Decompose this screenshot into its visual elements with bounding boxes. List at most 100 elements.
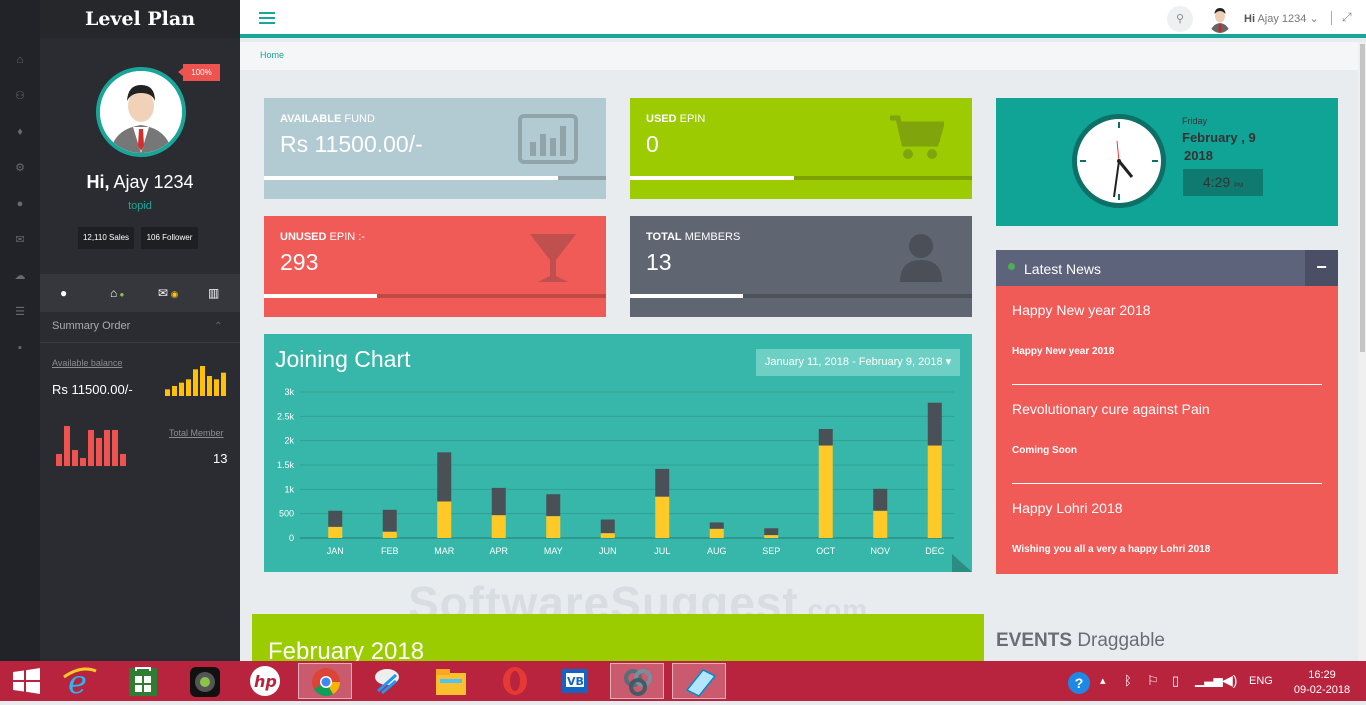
- available-balance-label: Available balance: [52, 358, 123, 368]
- x-tick-label: OCT: [816, 546, 836, 556]
- list-icon[interactable]: ☰: [15, 306, 25, 318]
- map-marker-icon[interactable]: ●: [16, 198, 24, 210]
- clock-day: Friday: [1182, 116, 1208, 126]
- home-tab-icon[interactable]: ⌂ ●: [110, 286, 125, 300]
- digital-time: 4:29 PM: [1183, 169, 1263, 196]
- x-tick-label: APR: [489, 546, 508, 556]
- user-avatar[interactable]: [1208, 5, 1232, 33]
- ie-icon[interactable]: e: [54, 663, 108, 701]
- clock-widget: [996, 98, 1338, 226]
- x-tick-label: SEP: [762, 546, 780, 556]
- stat-label: EPIN :-: [329, 231, 365, 243]
- y-tick-label: 3k: [284, 387, 294, 397]
- sparkline-bar: [64, 426, 70, 466]
- vb-icon[interactable]: VB: [548, 663, 602, 699]
- search-icon[interactable]: ⚲: [1167, 6, 1193, 32]
- y-tick-label: 1k: [284, 484, 294, 494]
- rocket-icon[interactable]: ♦: [17, 126, 23, 138]
- avatar[interactable]: [96, 67, 186, 157]
- sparkline-bar: [56, 454, 62, 466]
- clock-date: February , 9: [1182, 130, 1256, 145]
- bar-segment: [818, 445, 833, 538]
- network-icon[interactable]: [610, 663, 664, 699]
- breadcrumb-home[interactable]: Home: [260, 50, 285, 60]
- chrome-icon[interactable]: [298, 663, 352, 699]
- scrollbar-thumb[interactable]: [1360, 44, 1365, 352]
- x-tick-label: MAR: [434, 546, 455, 556]
- stat-available-fund: AVAILABLE FUND Rs 11500.00/-: [264, 98, 606, 199]
- stat-label-bold: UNUSED: [280, 231, 327, 243]
- chart-tab-icon[interactable]: ▥: [208, 286, 220, 300]
- sparkline-bar: [120, 454, 126, 466]
- help-icon[interactable]: ?: [1068, 672, 1090, 694]
- flag-icon[interactable]: ⚐: [1147, 673, 1159, 688]
- summary-order-title[interactable]: Summary Order: [52, 320, 131, 332]
- sparkline-bar: [165, 389, 170, 396]
- home-icon[interactable]: ⌂: [16, 54, 24, 66]
- y-tick-label: 2.5k: [277, 411, 295, 421]
- news-item-body: Wishing you all a very a happy Lohri 201…: [1012, 544, 1211, 555]
- menu-toggle-icon[interactable]: [259, 12, 275, 25]
- store-icon[interactable]: [116, 663, 170, 699]
- system-clock[interactable]: 16:29 09-02-2018: [1292, 668, 1352, 698]
- lock-icon[interactable]: ▪: [18, 342, 22, 354]
- divider: [1012, 384, 1322, 385]
- envelope-icon[interactable]: ✉: [15, 234, 25, 246]
- cogs-icon[interactable]: ⚙: [15, 162, 25, 174]
- bar-segment: [709, 522, 724, 529]
- top-bar: [240, 0, 1366, 38]
- explorer-icon[interactable]: [424, 663, 478, 699]
- sparkline-bar: [88, 430, 94, 466]
- users-icon[interactable]: ⚇: [15, 90, 25, 102]
- sidebar-tabs: ● ⌂ ● ✉ ◉ ▥: [40, 274, 240, 312]
- bluetooth-icon[interactable]: ᛒ: [1124, 673, 1132, 688]
- volume-icon[interactable]: ◀): [1222, 672, 1238, 688]
- show-hidden-icons[interactable]: ▴: [1100, 675, 1106, 687]
- y-tick-label: 0: [289, 533, 294, 543]
- battery-icon[interactable]: ▯: [1172, 673, 1180, 688]
- analog-clock: [1072, 114, 1166, 208]
- user-menu[interactable]: Hi Ajay 1234 ⌄: [1244, 12, 1319, 25]
- news-item-title[interactable]: Revolutionary cure against Pain: [1012, 401, 1210, 417]
- brand-logo[interactable]: Level Plan: [40, 0, 240, 38]
- signal-icon[interactable]: ▁▃▅: [1195, 673, 1223, 687]
- stat-value: 0: [646, 131, 659, 157]
- media-icon[interactable]: [178, 663, 232, 699]
- x-tick-label: NOV: [870, 546, 890, 556]
- stat-label-bold: USED: [646, 113, 677, 125]
- bar-segment: [927, 445, 942, 538]
- sparkline-bar: [179, 382, 184, 396]
- user-name: Ajay 1234: [1257, 13, 1307, 25]
- opera-icon[interactable]: [488, 663, 542, 699]
- clock-hands: [1080, 122, 1158, 200]
- stat-progress: [264, 176, 606, 180]
- y-tick-label: 500: [279, 509, 294, 519]
- notes-icon[interactable]: [672, 663, 726, 699]
- joining-chart: 0 500 1k 1.5k 2k 2.5k 3k JAN FEB MAR APR MAY JUN JUL A…: [277, 387, 954, 556]
- user-tab-icon[interactable]: ●: [60, 286, 68, 300]
- balance-sparkline: [165, 366, 226, 396]
- date-range-picker[interactable]: January 11, 2018 - February 9, 2018 ▾: [756, 349, 960, 376]
- cart-icon: [890, 115, 944, 159]
- sparkline-bar: [80, 458, 86, 466]
- sparkline-bar: [112, 430, 118, 466]
- news-item-title[interactable]: Happy Lohri 2018: [1012, 500, 1123, 516]
- stat-label-bold: TOTAL: [646, 231, 682, 243]
- news-item-title[interactable]: Happy New year 2018: [1012, 302, 1151, 318]
- profile-completion-badge: 100%: [178, 64, 220, 81]
- mail-tab-icon[interactable]: ✉ ◉: [158, 286, 179, 300]
- chevron-up-icon[interactable]: ⌃: [214, 321, 223, 332]
- panel-fold: [952, 554, 972, 572]
- collapse-button[interactable]: −: [1305, 250, 1338, 286]
- glass-icon: [530, 234, 576, 282]
- language-indicator[interactable]: ENG: [1249, 675, 1273, 687]
- news-title: Latest News: [1024, 261, 1102, 277]
- bar-chart-icon: [518, 114, 578, 164]
- paint-icon[interactable]: [360, 663, 414, 699]
- followers-badge: 106 Follower: [141, 227, 198, 249]
- fullscreen-icon[interactable]: ⤢: [1342, 10, 1352, 24]
- cloud-upload-icon[interactable]: ☁: [14, 270, 26, 282]
- caret-down-icon: ▾: [945, 356, 952, 368]
- windows-start-icon[interactable]: [0, 663, 54, 699]
- hp-icon[interactable]: hp: [238, 663, 292, 699]
